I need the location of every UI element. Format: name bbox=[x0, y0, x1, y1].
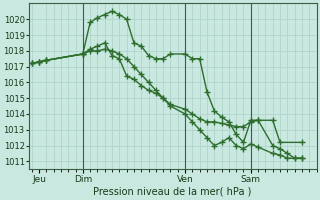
X-axis label: Pression niveau de la mer( hPa ): Pression niveau de la mer( hPa ) bbox=[93, 187, 252, 197]
